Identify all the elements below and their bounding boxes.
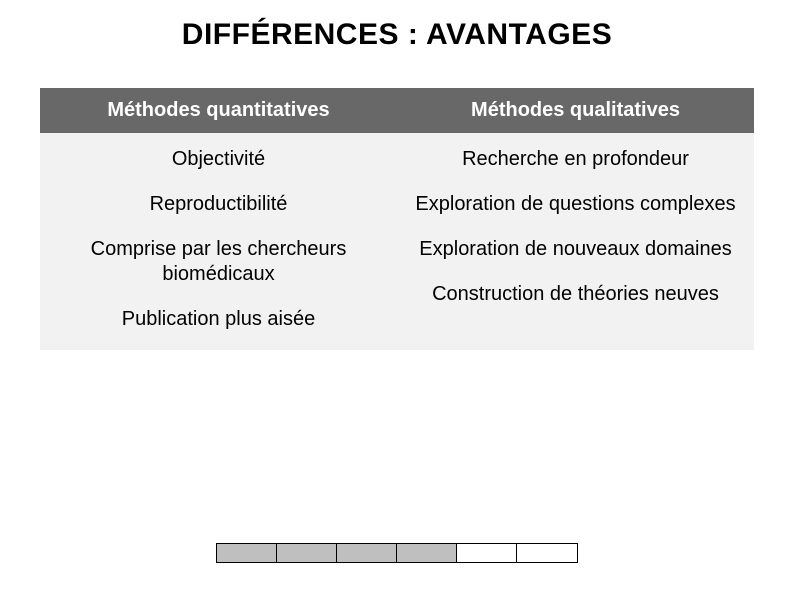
slide-title: DIFFÉRENCES : AVANTAGES: [40, 18, 754, 52]
table-body-row: Objectivité Reproductibilité Comprise pa…: [40, 133, 754, 350]
right-item: Exploration de questions complexes: [409, 192, 742, 217]
comparison-table: Méthodes quantitatives Méthodes qualitat…: [40, 88, 754, 350]
right-item: Exploration de nouveaux domaines: [409, 237, 742, 262]
progress-segment: [457, 544, 517, 562]
left-item: Reproductibilité: [52, 192, 385, 217]
right-item: Construction de théories neuves: [409, 282, 742, 307]
right-column: Recherche en profondeur Exploration de q…: [397, 133, 754, 350]
progress-segment: [517, 544, 577, 562]
right-item: Recherche en profondeur: [409, 147, 742, 172]
progress-segment: [337, 544, 397, 562]
progress-segment: [397, 544, 457, 562]
progress-bar: [216, 543, 578, 563]
left-item: Publication plus aisée: [52, 307, 385, 332]
left-item: Objectivité: [52, 147, 385, 172]
left-column: Objectivité Reproductibilité Comprise pa…: [40, 133, 397, 350]
table-header-row: Méthodes quantitatives Méthodes qualitat…: [40, 88, 754, 133]
progress-segment: [277, 544, 337, 562]
header-right: Méthodes qualitatives: [397, 88, 754, 133]
left-item: Comprise par les chercheurs biomédicaux: [52, 237, 385, 287]
slide-container: DIFFÉRENCES : AVANTAGES Méthodes quantit…: [0, 0, 794, 595]
header-left: Méthodes quantitatives: [40, 88, 397, 133]
progress-segment: [217, 544, 277, 562]
